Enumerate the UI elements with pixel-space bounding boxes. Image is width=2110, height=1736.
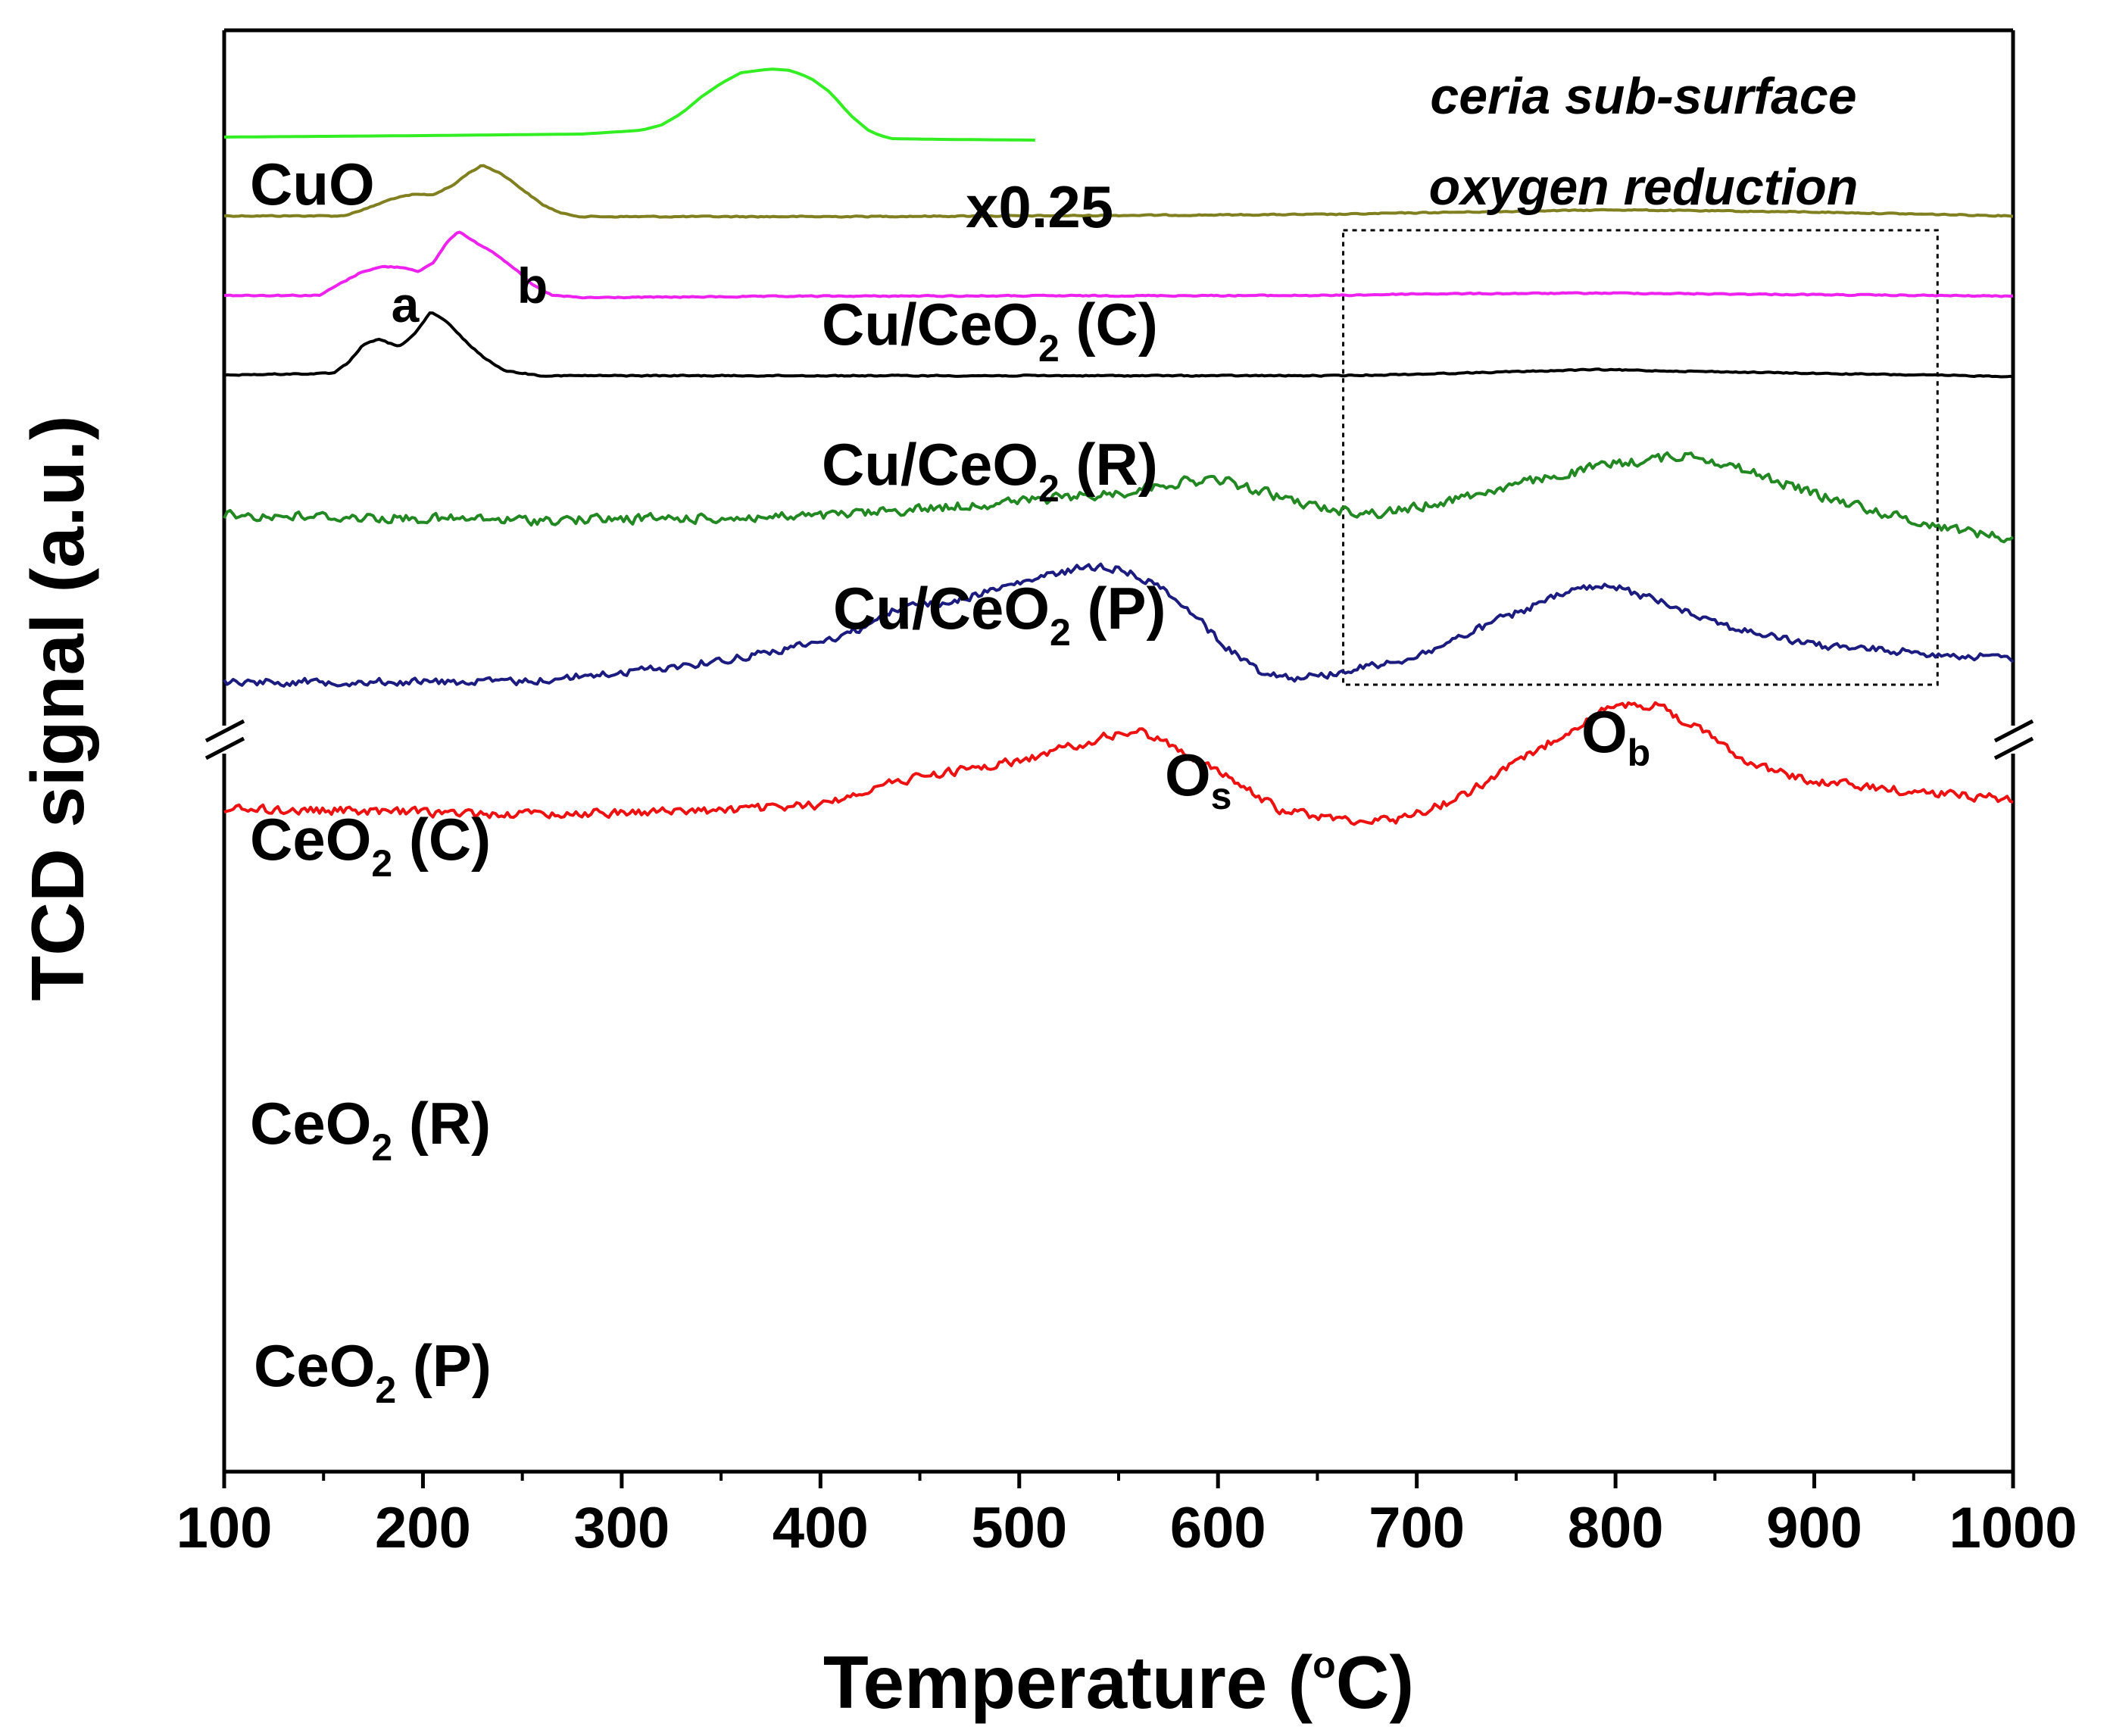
annotation-os: Os <box>1165 742 1231 817</box>
series-line-cuceo2_r <box>223 230 2014 300</box>
x-tick-label: 300 <box>573 1496 670 1560</box>
label-cuceo2-c-tail: (C) <box>1060 291 1158 358</box>
label-cuceo2-p: Cu/CeO2 (P) <box>833 575 1166 654</box>
label-ceo2-r: CeO2 (R) <box>250 1090 491 1169</box>
x-tick-label: 200 <box>375 1496 471 1560</box>
label-ceo2-p-sub: 2 <box>375 1369 396 1411</box>
x-axis-title-pre: Temperature ( <box>823 1641 1313 1724</box>
series-line-cuceo2_p <box>223 311 2014 379</box>
axis-break-marks <box>204 719 2034 760</box>
series-layer <box>223 67 2015 826</box>
label-ceo2-r-main: CeO <box>250 1090 371 1157</box>
annotation-peak-a: a <box>392 276 420 333</box>
label-ceo2-p-tail: (P) <box>396 1332 492 1399</box>
label-ceo2-c-tail: (C) <box>392 806 491 873</box>
label-cuo: CuO <box>250 151 375 217</box>
subsurface-region-box <box>1342 229 1939 686</box>
label-cuceo2-p-main: Cu/CeO <box>833 575 1050 642</box>
series-line-ceo2_p <box>223 701 2014 826</box>
series-line-cuceo2_c <box>223 164 2014 219</box>
annotation-box-title-1: ceria sub-surface <box>1430 67 1856 125</box>
x-tick-label: 100 <box>176 1496 273 1560</box>
x-axis-title: Temperature (oC) <box>823 1641 1414 1724</box>
label-cuceo2-r-sub: 2 <box>1038 467 1060 510</box>
series-line-cuo <box>223 67 1035 142</box>
label-ceo2-p-main: CeO <box>254 1332 375 1399</box>
y-axis-title: TCD signal (a.u.) <box>16 415 99 1001</box>
axis-break-left-2 <box>204 736 245 760</box>
annotation-os-sub: s <box>1211 775 1232 817</box>
annotation-os-main: O <box>1165 742 1211 808</box>
annotation-ob: Ob <box>1581 698 1650 774</box>
axis-break-right-2 <box>1993 736 2034 760</box>
label-cuceo2-p-tail: (P) <box>1071 575 1166 642</box>
x-tick-label: 600 <box>1170 1496 1266 1560</box>
label-cuceo2-r: Cu/CeO2 (R) <box>822 431 1158 510</box>
axis-break-right-1 <box>1993 719 2034 743</box>
x-tick-label: 800 <box>1568 1496 1664 1560</box>
x-tick-label: 900 <box>1766 1496 1862 1560</box>
label-ceo2-c-sub: 2 <box>371 842 392 885</box>
x-axis-title-post: C) <box>1336 1641 1414 1724</box>
series-line-ceo2_c <box>223 451 2015 544</box>
plot-frame <box>222 28 2015 1474</box>
x-tick-label: 700 <box>1369 1496 1465 1560</box>
label-cuceo2-r-tail: (R) <box>1060 431 1158 498</box>
annotation-ob-main: O <box>1581 698 1628 765</box>
axis-break-left-1 <box>204 719 245 743</box>
x-axis-ticks: 100 200 300 400 500 600 700 800 900 1000 <box>176 1472 2077 1560</box>
label-ceo2-p: CeO2 (P) <box>254 1332 492 1411</box>
label-cuceo2-r-main: Cu/CeO <box>822 431 1038 498</box>
x-tick-label: 1000 <box>1949 1496 2077 1560</box>
label-cuceo2-c-main: Cu/CeO <box>822 291 1038 358</box>
label-cuo-scale: x0.25 <box>966 173 1113 240</box>
x-axis-title-degree: o <box>1313 1644 1336 1686</box>
label-ceo2-c-main: CeO <box>250 806 371 873</box>
annotation-box-title-2: oxygen reduction <box>1429 158 1859 216</box>
series-line-ceo2_r <box>223 562 2015 688</box>
label-ceo2-r-tail: (R) <box>392 1090 491 1157</box>
label-cuceo2-p-sub: 2 <box>1050 611 1071 654</box>
x-tick-label: 500 <box>971 1496 1067 1560</box>
label-cuceo2-c: Cu/CeO2 (C) <box>822 291 1158 370</box>
annotation-peak-b: b <box>517 258 548 314</box>
label-ceo2-r-sub: 2 <box>371 1126 392 1169</box>
annotation-ob-sub: b <box>1628 732 1651 774</box>
label-ceo2-c: CeO2 (C) <box>250 806 491 885</box>
x-tick-label: 400 <box>773 1496 869 1560</box>
label-cuceo2-c-sub: 2 <box>1038 327 1060 370</box>
